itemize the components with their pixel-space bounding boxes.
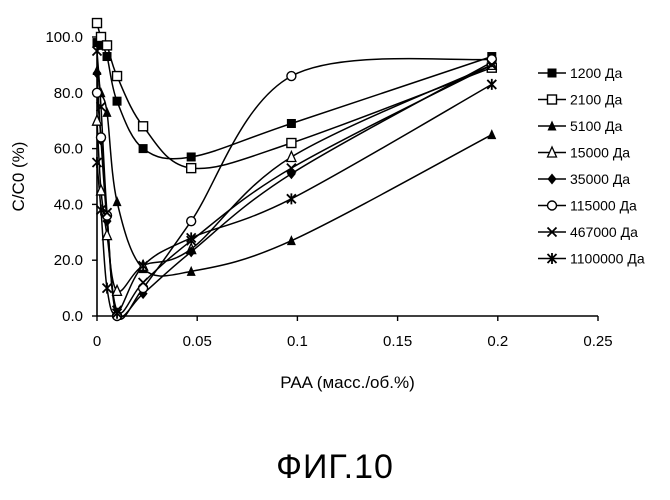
legend-marker: [547, 173, 557, 185]
data-point: [95, 101, 107, 112]
legend-label: 15000 Да: [570, 145, 630, 161]
x-tick-label: 0.1: [287, 333, 308, 350]
y-tick-label: 60.0: [54, 141, 83, 158]
data-point: [185, 215, 197, 227]
legend-marker: [546, 253, 558, 264]
series-line: [96, 83, 493, 315]
data-point: [286, 193, 297, 205]
data-point: [186, 152, 196, 162]
legend-label: 5100 Да: [570, 118, 623, 134]
data-point: [91, 17, 103, 29]
data-point: [138, 144, 148, 154]
data-point: [286, 137, 297, 149]
data-point: [95, 204, 107, 216]
data-point: [137, 260, 149, 272]
data-point: [112, 196, 122, 207]
legend-marker: [546, 94, 558, 105]
x-tick-label: 0.25: [583, 333, 612, 350]
data-point: [91, 113, 103, 126]
axes: 0 0.05 0.1 0.15 0.2 0.25 0.0 20.0 40.0 60.0 80.0 10…: [9, 29, 613, 392]
y-tick-label: 0.0: [62, 308, 83, 325]
data-point: [286, 235, 296, 246]
data-point: [286, 70, 297, 82]
series-line: [96, 57, 492, 320]
data-point: [111, 307, 123, 319]
x-tick-label: 0: [93, 333, 101, 350]
data-point: [111, 70, 123, 82]
legend-label: 1100000 Да: [570, 251, 645, 267]
figure-caption: ФИГ.10: [276, 448, 394, 486]
data-point: [186, 265, 196, 276]
x-tick-label: 0.2: [487, 333, 508, 350]
chart: 0 0.05 0.1 0.15 0.2 0.25 0.0 20.0 40.0 60.0 80.0 10…: [9, 17, 645, 392]
series-markers: [91, 17, 498, 322]
x-axis-title: PAA (масс./об.%): [280, 373, 414, 392]
legend: 1200 Да 2100 Да 5100 Да 15000 Да 35000 Да 115…: [538, 65, 645, 267]
y-tick-label: 100.0: [45, 29, 83, 46]
legend-marker-symbol: [547, 68, 557, 78]
legend-marker: [546, 145, 558, 158]
data-point: [486, 59, 497, 71]
data-point: [101, 207, 113, 218]
data-point: [101, 228, 113, 241]
legend-marker: [547, 120, 557, 131]
legend-marker-symbol: [547, 173, 557, 185]
data-point: [111, 283, 123, 297]
data-point: [137, 277, 149, 288]
series-point-group: [92, 56, 497, 319]
data-point: [101, 282, 113, 294]
legend-label: 1200 Да: [570, 65, 623, 81]
data-point: [112, 96, 122, 106]
data-point: [102, 52, 112, 62]
legend-label: 35000 Да: [570, 171, 630, 187]
data-point: [137, 121, 149, 132]
y-tick-label: 80.0: [54, 85, 83, 102]
data-point: [95, 132, 107, 143]
legend-marker: [546, 226, 558, 238]
data-point: [486, 78, 497, 90]
legend-marker: [546, 200, 558, 211]
legend-label: 2100 Да: [570, 92, 623, 108]
series-point-group: [91, 17, 497, 174]
y-tick-label: 20.0: [54, 252, 83, 269]
legend-marker-symbol: [546, 226, 558, 238]
series-point-group: [91, 57, 498, 297]
data-point: [91, 157, 103, 169]
legend-label: 467000 Да: [570, 224, 638, 240]
legend-marker-symbol: [546, 145, 558, 158]
data-point: [95, 31, 107, 43]
data-point: [186, 246, 196, 258]
data-point: [186, 232, 197, 244]
legend-marker: [547, 68, 557, 78]
y-tick-label: 40.0: [54, 196, 83, 213]
legend-marker-symbol: [546, 200, 558, 211]
series-point-group: [91, 54, 497, 322]
series-line: [96, 64, 493, 293]
series-point-group: [91, 78, 497, 319]
legend-marker-symbol: [546, 253, 558, 264]
y-axis-title: C/C0 (%): [9, 142, 28, 212]
data-point: [91, 45, 103, 57]
data-point: [96, 40, 106, 50]
x-tick-label: 0.05: [183, 333, 212, 350]
data-point: [286, 162, 297, 174]
data-point: [92, 67, 102, 79]
data-point: [95, 183, 107, 196]
data-point: [286, 118, 296, 128]
data-point: [487, 129, 497, 140]
data-point: [101, 40, 113, 51]
series-line: [96, 61, 493, 318]
data-point: [91, 87, 103, 99]
data-point: [285, 149, 297, 163]
data-point: [102, 106, 112, 117]
legend-marker-symbol: [546, 94, 558, 105]
legend-label: 115000 Да: [570, 198, 637, 214]
legend-marker-symbol: [547, 120, 557, 131]
data-point: [185, 162, 197, 174]
x-tick-label: 0.15: [383, 333, 412, 350]
